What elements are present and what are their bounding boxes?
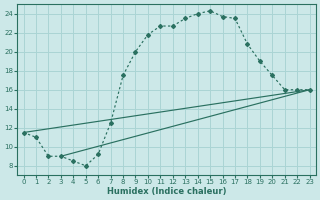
X-axis label: Humidex (Indice chaleur): Humidex (Indice chaleur) (107, 187, 226, 196)
